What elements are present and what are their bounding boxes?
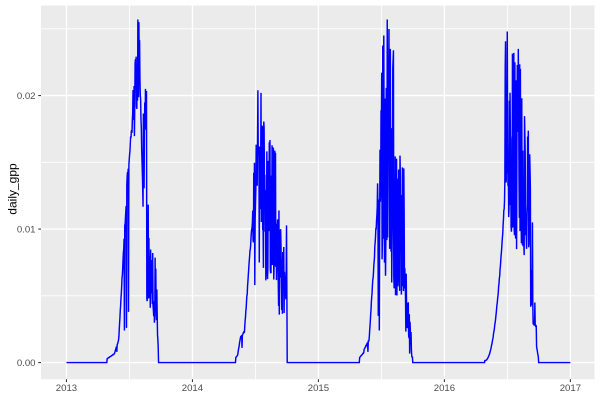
svg-text:0.01: 0.01 (17, 224, 36, 235)
svg-text:2013: 2013 (56, 383, 77, 394)
svg-text:2017: 2017 (560, 383, 581, 394)
svg-text:2014: 2014 (182, 383, 204, 394)
svg-text:daily_gpp: daily_gpp (6, 163, 20, 215)
svg-text:2016: 2016 (434, 383, 455, 394)
svg-text:0.00: 0.00 (17, 358, 36, 369)
svg-text:2015: 2015 (308, 383, 329, 394)
svg-text:0.02: 0.02 (17, 91, 36, 102)
